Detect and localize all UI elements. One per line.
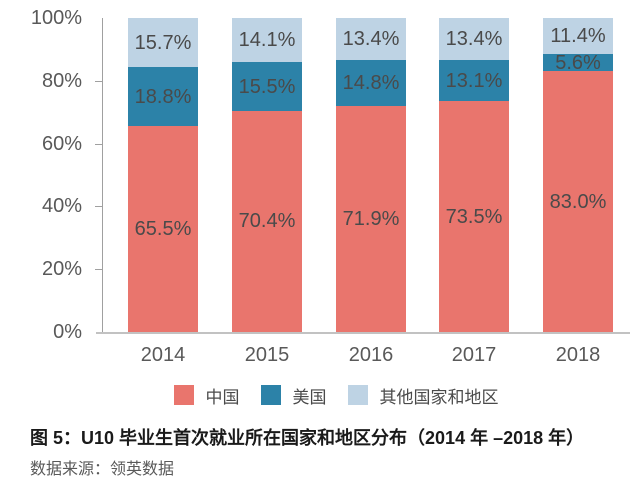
legend-item-china: 中国 (173, 383, 240, 408)
plot-area: 65.5% 18.8% 15.7% 70.4% 15.5% 14.1% 71.9% 14.8%… (95, 17, 630, 334)
x-axis-line (96, 332, 630, 334)
legend-swatch-china (173, 385, 194, 405)
legend-swatch-other (347, 385, 368, 405)
bar-segment-other-2016: 13.4% (336, 17, 406, 60)
bar-segment-label-other-2017: 13.4% (445, 28, 503, 51)
bar-segment-label-other-2016: 13.4% (342, 27, 400, 50)
bar-segment-usa-2016: 14.8% (336, 59, 406, 107)
x-axis-labels: 2014 2015 2016 2017 2018 (102, 344, 630, 366)
y-axis-line (102, 18, 103, 332)
bar-segment-usa-2015: 15.5% (232, 62, 302, 111)
legend-label-china: 中国 (205, 387, 240, 407)
bar-segment-label-other-2014: 15.7% (134, 31, 192, 54)
legend-swatch-usa (260, 385, 281, 405)
bar-segment-label-china-2015: 70.4% (238, 210, 296, 233)
bar-segment-label-usa-2015: 15.5% (238, 75, 296, 98)
bar-segment-label-usa-2017: 13.1% (445, 69, 503, 92)
bar-segment-label-usa-2018: 5.6% (555, 51, 601, 74)
y-axis-tick-60 (95, 143, 102, 145)
y-axis-labels: 0% 20% 40% 60% 80% 100% (0, 8, 82, 342)
bar-segment-other-2014: 15.7% (128, 18, 198, 68)
y-axis-tick-80 (95, 80, 102, 82)
legend: 中国 美国 其他国家和地区 (32, 383, 640, 408)
bar-segment-label-china-2014: 65.5% (134, 218, 192, 241)
bar-2015: 70.4% 15.5% 14.1% (232, 18, 302, 332)
bar-segment-china-2015: 70.4% (232, 110, 302, 332)
bar-segment-china-2018: 83.0% (543, 71, 613, 332)
y-axis-label-20: 20% (41, 258, 82, 281)
legend-label-other: 其他国家和地区 (379, 387, 499, 407)
legend-item-usa: 美国 (260, 383, 327, 408)
bar-segment-label-usa-2014: 18.8% (134, 85, 192, 108)
bar-segment-label-china-2018: 83.0% (549, 190, 607, 213)
bar-segment-usa-2017: 13.1% (439, 60, 509, 102)
x-axis-label-2014: 2014 (140, 344, 186, 366)
y-axis-label-100: 100% (30, 7, 82, 29)
bar-2017: 73.5% 13.1% 13.4% (439, 18, 509, 332)
bar-segment-label-usa-2016: 14.8% (342, 72, 400, 94)
bar-segment-other-2018: 11.4% (543, 18, 613, 54)
x-axis-label-2016: 2016 (348, 344, 394, 366)
legend-item-other: 其他国家和地区 (347, 383, 499, 408)
data-source: 数据来源：领英数据 (30, 461, 175, 478)
bar-segment-label-other-2018: 11.4% (550, 24, 606, 47)
x-axis-label-2017: 2017 (451, 344, 497, 366)
bar-segment-usa-2014: 18.8% (128, 67, 198, 127)
legend-label-usa: 美国 (292, 387, 327, 407)
bar-segment-label-china-2017: 73.5% (445, 205, 503, 228)
bar-2014: 65.5% 18.8% 15.7% (128, 18, 198, 332)
bar-2016: 71.9% 14.8% 13.4% (336, 17, 406, 332)
bar-2018: 83.0% 5.6% 11.4% (543, 18, 613, 332)
figure-title: 图 5：U10 毕业生首次就业所在国家和地区分布（2014 年 –2018 年） (30, 428, 585, 448)
bar-segment-china-2017: 73.5% (439, 101, 509, 332)
bar-segment-other-2017: 13.4% (439, 18, 509, 61)
bar-segment-label-china-2016: 71.9% (342, 208, 400, 231)
bar-segment-china-2016: 71.9% (336, 106, 406, 332)
bar-segment-other-2015: 14.1% (232, 18, 302, 63)
x-axis-label-2015: 2015 (244, 344, 290, 366)
y-axis-label-80: 80% (41, 69, 82, 92)
bar-segment-china-2014: 65.5% (128, 126, 198, 332)
x-axis-label-2018: 2018 (555, 344, 601, 366)
y-axis-label-0: 0% (53, 321, 82, 343)
bar-segment-usa-2018: 5.6% (543, 51, 613, 74)
y-axis-label-60: 60% (41, 132, 82, 155)
y-axis-tick-40 (95, 206, 102, 208)
y-axis-label-40: 40% (41, 195, 82, 218)
bar-segment-label-other-2015: 14.1% (238, 29, 296, 52)
y-axis-tick-20 (95, 269, 102, 271)
